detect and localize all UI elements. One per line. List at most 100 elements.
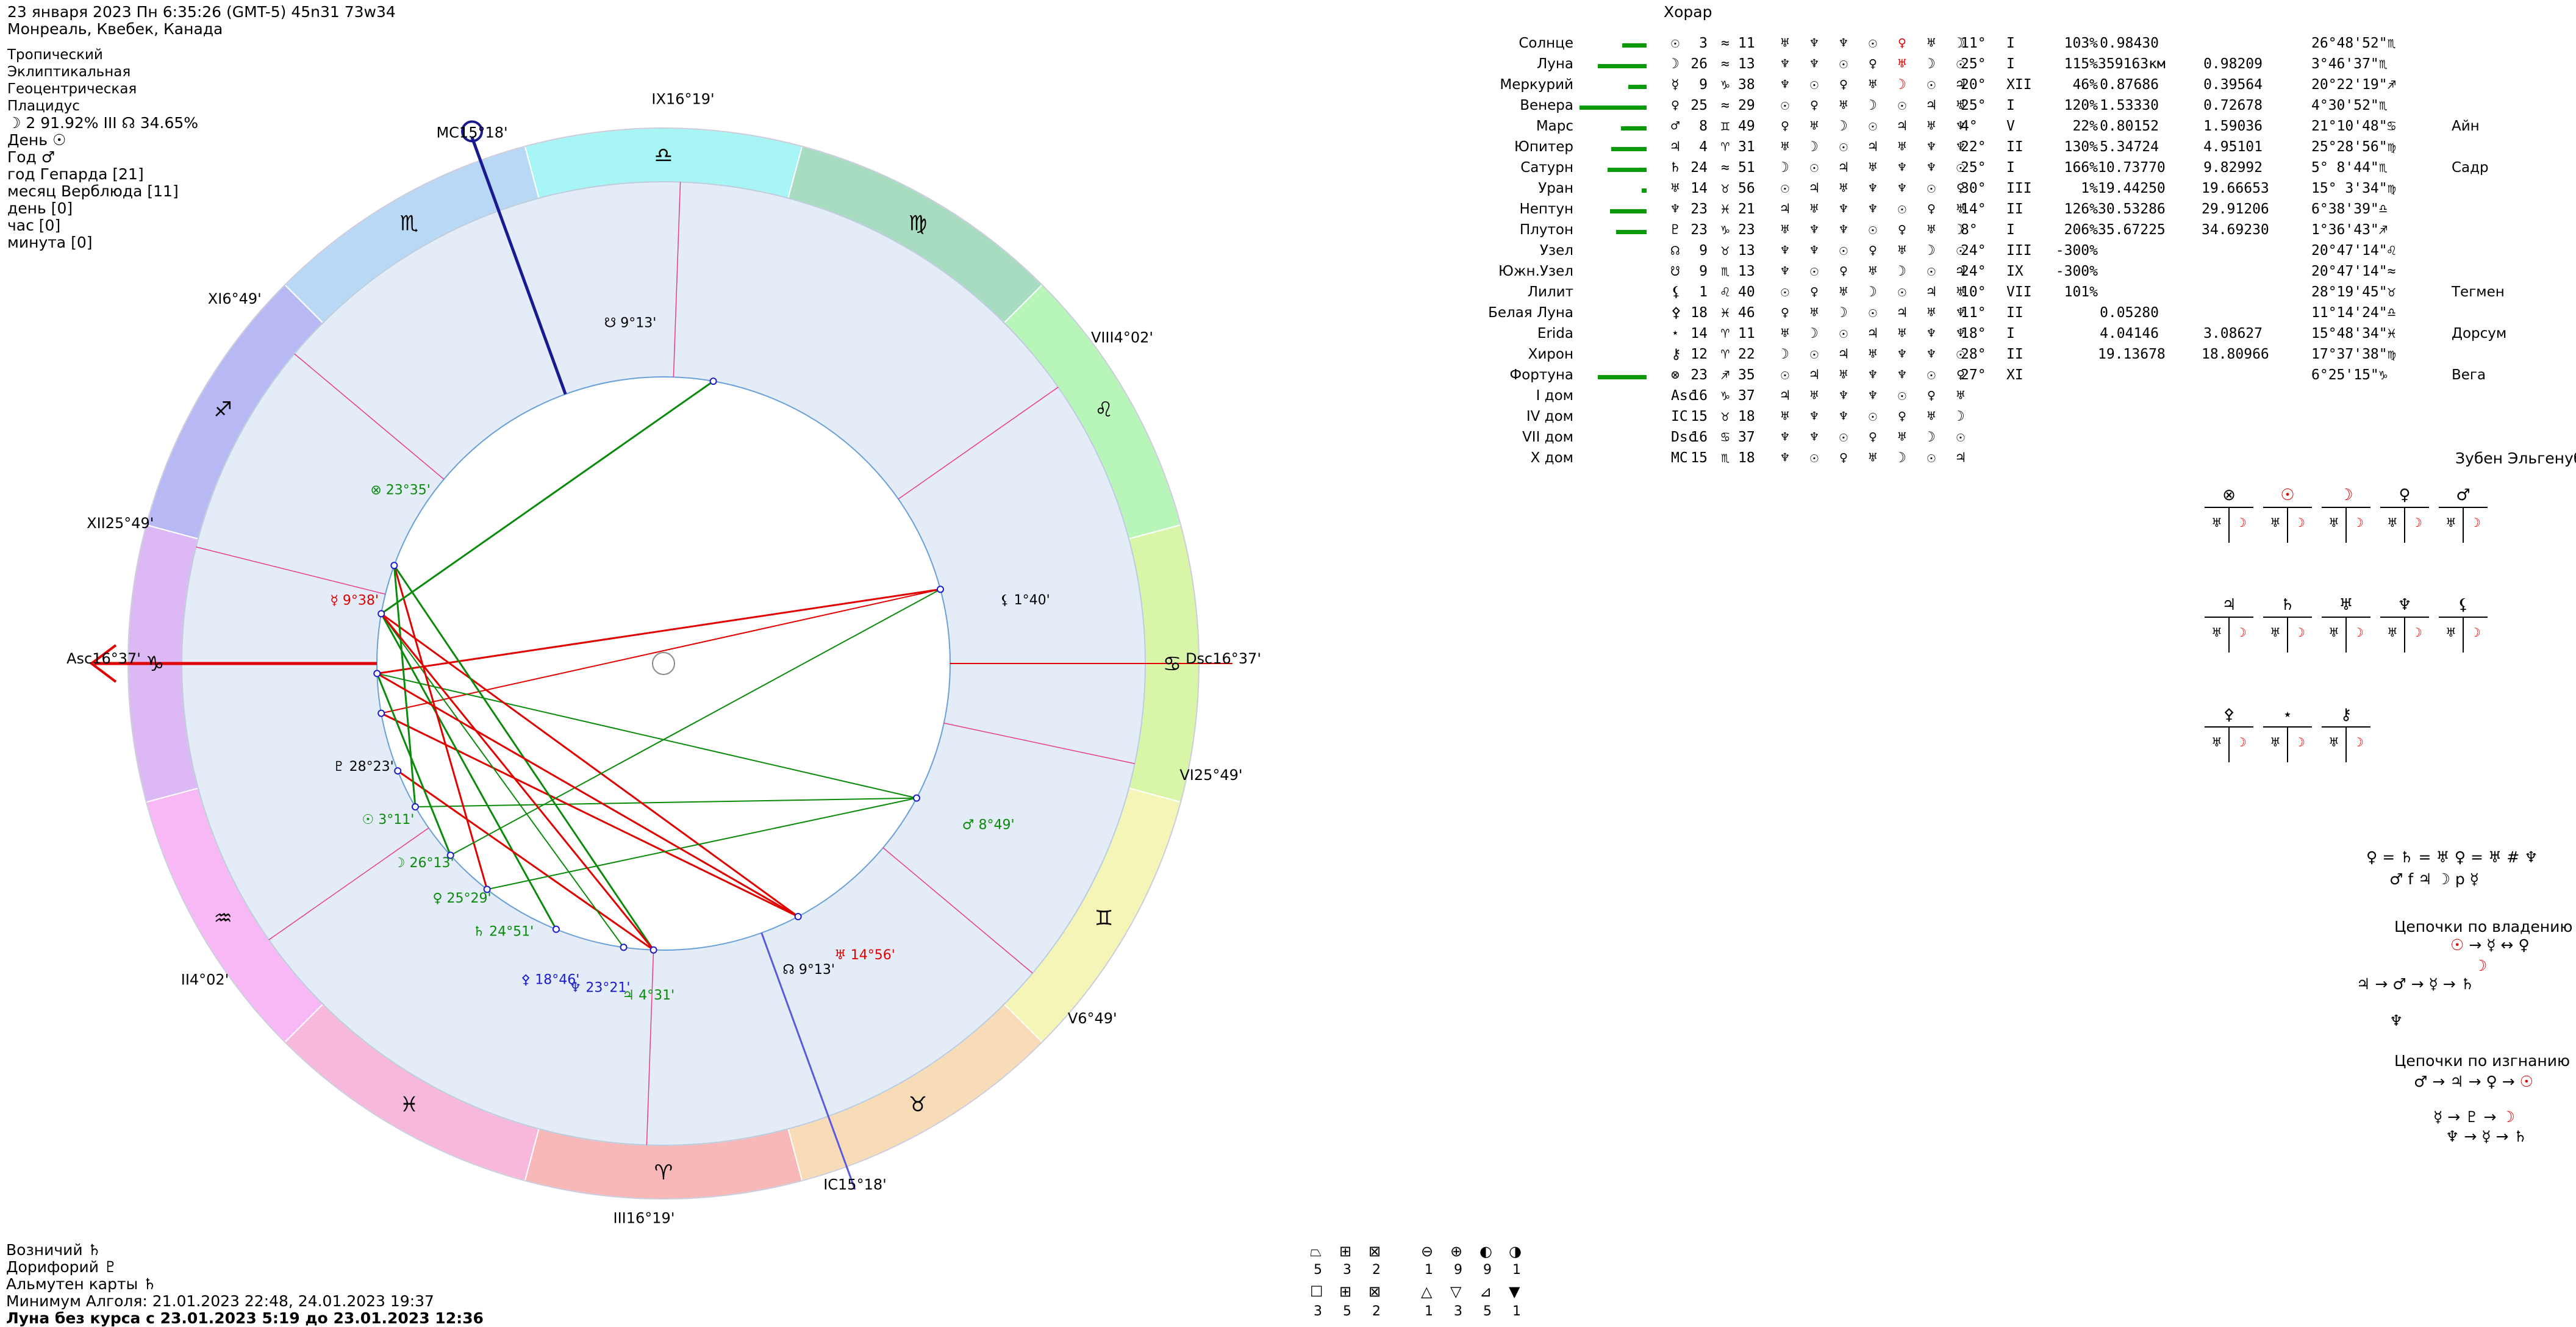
dignity-glyph: ♅ bbox=[1927, 409, 1936, 424]
tree-leaf-glyph: ☽ bbox=[2294, 625, 2305, 640]
planet-row[interactable]: Солнце ☉ 3 ≈11 11° I 103% 0.98430 26°48'52"♏ ♅ ♆ ♆ ☉… bbox=[1470, 35, 2567, 56]
planet-name: Меркурий bbox=[1500, 77, 1573, 93]
planet-row[interactable]: Меркурий ☿ 9 ♑ 38 20° XII 46% 0.87686 0.39564 20°2… bbox=[1470, 77, 2567, 98]
planet-v1: 4.04146 bbox=[2100, 326, 2159, 342]
planet-min: 46 bbox=[1738, 305, 1755, 321]
planet-row[interactable]: Узел ☊ 9 ♉ 13 24° III -300% 20°47'14"♌ ♆ ♆ ☉ ♀ ♅ ☽ ☉ bbox=[1470, 243, 2567, 263]
planet-row[interactable]: Юпитер ♃ 4 ♈ 31 22° II 130% 5.34724 4.95101 25°28'… bbox=[1470, 139, 2567, 160]
setting-zodiac: Тропический bbox=[7, 47, 103, 63]
planet-row[interactable]: Лилит ⚸ 1 ♌ 40 10° VII 101% 28°19'45"♉ Тегмен ☉ ♀ ♅ ☽… bbox=[1470, 284, 2567, 305]
tree-leaf-glyph: ☽ bbox=[2236, 735, 2247, 749]
planet-row[interactable]: Марс ♂ 8 ♊ 49 4° V 22% 0.80152 1.59036 21°10'48"♋ А… bbox=[1470, 118, 2567, 139]
planet-row[interactable]: Южн.Узел ☋ 9 ♏ 13 24° IX -300% 20°47'14"≈ ♆ ☉ ♀ ♅ ☽ ☉ ♃ bbox=[1470, 263, 2567, 284]
house-cusp-label: XII25°49' bbox=[87, 515, 154, 532]
planet-glyph: ♅ bbox=[1671, 181, 1680, 196]
dignity-glyph: ♆ bbox=[1956, 139, 1965, 155]
dignity-glyph: ♆ bbox=[1781, 263, 1789, 279]
planet-point bbox=[912, 794, 920, 802]
dignity-glyph: ♆ bbox=[1927, 346, 1936, 362]
planet-row[interactable]: Белая Луна ⚴ 18 ♓ 46 11° II 0.05280 11°14'24"♎ ♀ ♅… bbox=[1470, 305, 2567, 326]
tree-leaf-glyph: ☽ bbox=[2353, 625, 2364, 640]
planet-pct: 206% bbox=[2064, 222, 2098, 238]
chain-rule-4: ♆ bbox=[2389, 1012, 2403, 1029]
aspect-count-value: 5 bbox=[1343, 1304, 1351, 1319]
planet-point bbox=[377, 709, 385, 717]
planet-row[interactable]: IV дом IC 15 ♉ 18 ♅ ♆ ♆ ☉ ♀ ♅ ☽ bbox=[1470, 409, 2567, 429]
planet-row[interactable]: Erida ⋆ 14 ♈ 11 18° I 4.04146 3.08627 15°48'34"♓ Д… bbox=[1470, 326, 2567, 346]
planet-row[interactable]: Нептун ♆ 23 ♓ 21 14° II 126% 30.53286 29.91206 6°3… bbox=[1470, 201, 2567, 222]
strength-bar bbox=[1598, 64, 1647, 68]
natal-wheel[interactable]: ♎ ♍ ♌ ♋ ♊ ♉ ♈ ♓ ♒ ♑ ♐ ♏ Asc16°37' II4°02' III16°19' IC1… bbox=[0, 0, 1342, 1327]
dignity-glyph: ♅ bbox=[1810, 118, 1819, 134]
dignity-glyph: ♃ bbox=[1898, 305, 1906, 321]
planet-label: ♄ 24°51' bbox=[473, 924, 534, 939]
dignity-glyph: ☉ bbox=[1956, 429, 1965, 445]
dignity-glyph: ♅ bbox=[1781, 326, 1789, 342]
dignity-glyph: ☽ bbox=[1898, 263, 1906, 279]
aspect-count-value: 9 bbox=[1483, 1262, 1492, 1278]
planet-row[interactable]: Луна ☽ 26 ≈13 25° I 115% 359163км 0.98209 3°46'37… bbox=[1470, 56, 2567, 77]
planet-name: Юпитер bbox=[1514, 139, 1573, 155]
planet-sign: ♓ bbox=[1721, 201, 1730, 217]
planet-coord: 26°48'52"♏ bbox=[2311, 35, 2396, 51]
aspect-line bbox=[487, 797, 917, 890]
planet-sign: ♏ bbox=[1721, 263, 1730, 279]
aspect-count-icon: ⊠ bbox=[1368, 1243, 1381, 1260]
dignity-glyph: ♃ bbox=[1927, 98, 1936, 113]
planet-min: 35 bbox=[1738, 367, 1755, 383]
planet-glyph: ⊗ bbox=[1671, 367, 1680, 383]
planet-coord: 20°47'14"♌ bbox=[2311, 243, 2396, 259]
tree-leaf-glyph: ♅ bbox=[2387, 625, 2398, 640]
planet-row[interactable]: Хирон ⚷ 12 ♈ 22 28° II 19.13678 18.80966 17°37'38… bbox=[1470, 346, 2567, 367]
dignity-glyph: ♃ bbox=[1781, 201, 1789, 217]
planet-row[interactable]: Уран ♅ 14 ♉ 56 30° III 1% 19.44250 19.66653 15° 3'… bbox=[1470, 181, 2567, 201]
planet-pos: 15 bbox=[1690, 450, 1708, 466]
planet-row[interactable]: I дом Asc 16 ♑ 37 ♃ ♅ ♆ ♆ ☉ ♀ ♅ bbox=[1470, 388, 2567, 409]
aspect-count-value: 2 bbox=[1372, 1304, 1381, 1319]
planet-star: Садр bbox=[2452, 160, 2489, 176]
planet-label: ♂ 8°49' bbox=[962, 817, 1015, 832]
dignity-glyph: ♆ bbox=[1781, 429, 1789, 445]
dignity-glyph: ☽ bbox=[1869, 284, 1877, 300]
planet-house: 20° bbox=[1961, 77, 1986, 93]
planet-label: ♃ 4°31' bbox=[622, 988, 674, 1003]
center-circle bbox=[652, 652, 675, 675]
planet-row[interactable]: Фортуна ⊗ 23 ♐ 35 27° XI 6°25'15"♑ Вега ☉ ♃ ♅ ♆ ♆ ☉ ♀ bbox=[1470, 367, 2567, 388]
planet-row[interactable]: Венера ♀ 25 ≈29 25° I 120% 1.53330 0.72678 4°30'5… bbox=[1470, 98, 2567, 118]
dignity-glyph: ♀ bbox=[1927, 201, 1936, 217]
planet-house: 22° bbox=[1961, 139, 1986, 155]
planet-glyph: ☊ bbox=[1671, 243, 1680, 259]
planet-sign: ♈ bbox=[1721, 326, 1730, 342]
planet-row[interactable]: X дом MC 15 ♏ 18 ♆ ☉ ♀ ♅ ☽ ☉ ♃ bbox=[1470, 450, 2567, 471]
planet-min: 51 bbox=[1738, 160, 1755, 176]
aspect-count-value: 5 bbox=[1314, 1262, 1322, 1278]
planet-pos: 8 bbox=[1699, 118, 1708, 134]
dignity-glyph: ♅ bbox=[1927, 305, 1936, 321]
planet-row[interactable]: VII дом Dsc 16 ♋ 37 ♆ ♆ ☉ ♀ ♅ ☽ ☉ bbox=[1470, 429, 2567, 450]
planet-roman: II bbox=[2006, 139, 2023, 155]
planet-row[interactable]: Сатурн ♄ 24 ≈51 25° I 166% 10.73770 9.82992 5° 8'… bbox=[1470, 160, 2567, 181]
house-cusp-label: III16°19' bbox=[614, 1209, 675, 1226]
dignity-glyph: ♅ bbox=[1781, 409, 1789, 424]
planet-house: 28° bbox=[1961, 346, 1986, 362]
dignity-glyph: ♆ bbox=[1956, 305, 1965, 321]
mc-axis bbox=[470, 137, 567, 395]
dignity-glyph: ♅ bbox=[1898, 326, 1906, 342]
dignity-glyph: ♅ bbox=[1927, 35, 1936, 51]
dignity-glyph: ♆ bbox=[1898, 346, 1906, 362]
planet-roman: II bbox=[2006, 305, 2023, 321]
aspect-line bbox=[393, 565, 488, 890]
dignity-glyph: ☉ bbox=[1781, 181, 1789, 196]
planet-pct: 101% bbox=[2064, 284, 2098, 300]
planet-min: 29 bbox=[1738, 98, 1755, 113]
aspect-line bbox=[415, 797, 917, 807]
planet-v1: 30.53286 bbox=[2098, 201, 2166, 217]
aspect-line bbox=[380, 613, 654, 951]
tree-root-glyph: ⚴ bbox=[2223, 706, 2234, 724]
planet-coord: 3°46'37"♏ bbox=[2311, 56, 2388, 72]
chain-rule-2: ☽ bbox=[2474, 957, 2488, 975]
dignity-glyph: ☽ bbox=[1810, 326, 1819, 342]
planet-row[interactable]: Плутон ♇ 23 ♑ 23 8° I 206% 35.67225 34.69230 1°36'… bbox=[1470, 222, 2567, 243]
dignity-glyph: ♅ bbox=[1869, 450, 1877, 466]
planet-pos: 1 bbox=[1699, 284, 1708, 300]
